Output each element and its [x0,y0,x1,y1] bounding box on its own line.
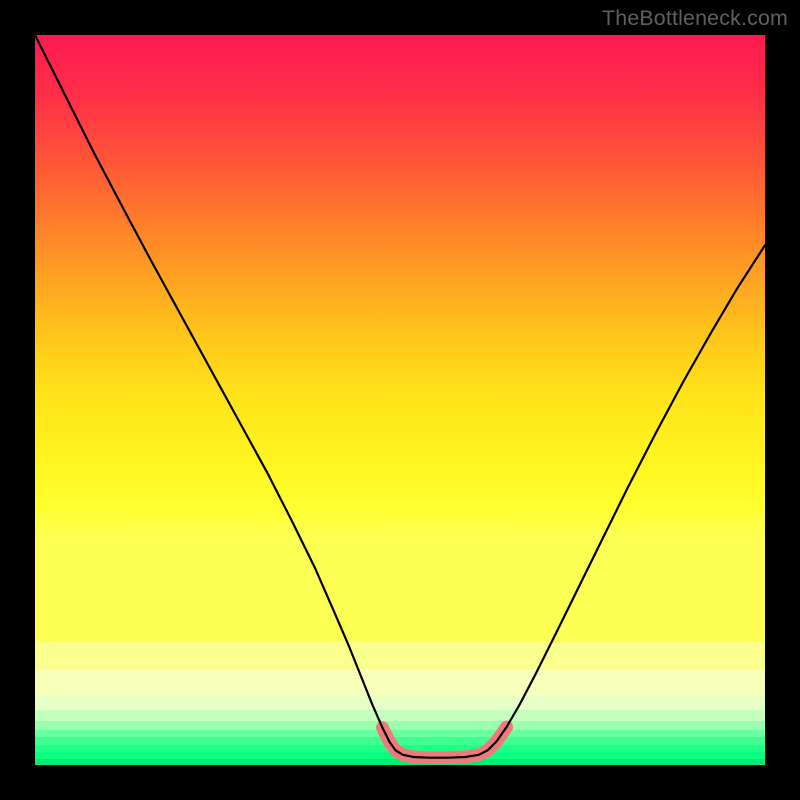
chart-frame: TheBottleneck.com [0,0,800,800]
plot-area [35,35,765,765]
watermark-text: TheBottleneck.com [602,6,788,31]
curve-layer [35,35,765,765]
main-curve [35,35,765,758]
